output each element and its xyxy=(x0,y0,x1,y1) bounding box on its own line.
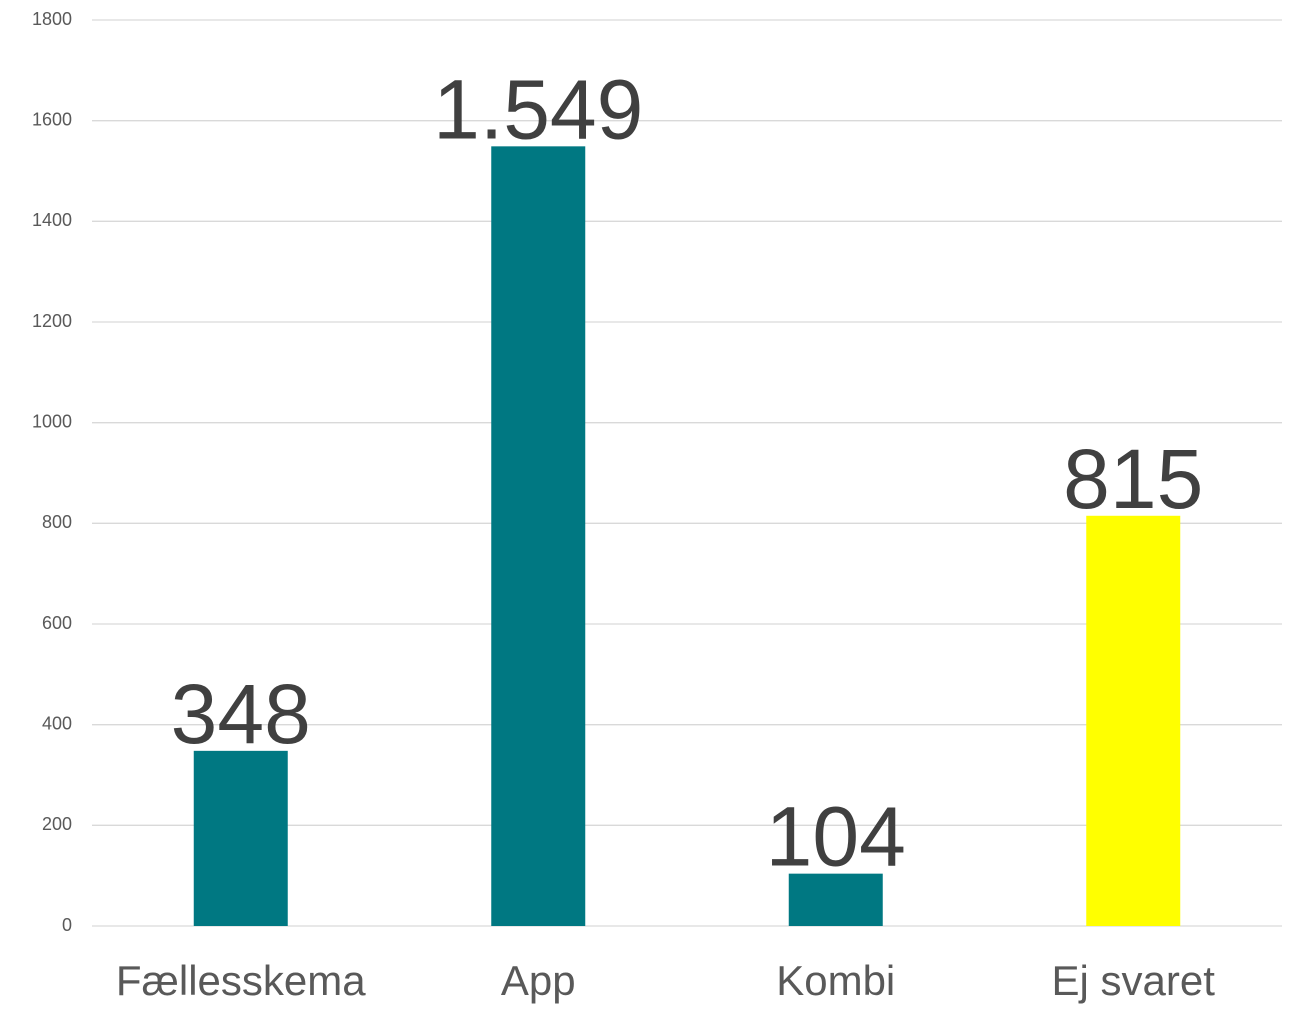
value-label: 815 xyxy=(1063,432,1203,526)
x-tick-label: Fællesskema xyxy=(116,957,366,1004)
value-label: 348 xyxy=(171,667,311,761)
y-tick-label: 1400 xyxy=(32,210,72,230)
y-tick-label: 200 xyxy=(42,814,72,834)
bar xyxy=(1086,515,1181,926)
y-tick-label: 800 xyxy=(42,512,72,532)
y-tick-label: 600 xyxy=(42,613,72,633)
x-tick-label: Ej svaret xyxy=(1052,957,1216,1004)
y-tick-label: 1000 xyxy=(32,411,72,431)
value-label: 104 xyxy=(766,790,906,884)
value-label: 1.549 xyxy=(433,62,643,156)
bar xyxy=(193,750,288,926)
y-tick-label: 1600 xyxy=(32,109,72,129)
bar xyxy=(788,873,883,926)
y-tick-label: 0 xyxy=(62,915,72,935)
y-tick-label: 1200 xyxy=(32,311,72,331)
y-tick-label: 1800 xyxy=(32,9,72,29)
bar xyxy=(491,146,586,926)
y-tick-label: 400 xyxy=(42,713,72,733)
x-tick-label: Kombi xyxy=(776,957,895,1004)
x-tick-label: App xyxy=(501,957,576,1004)
